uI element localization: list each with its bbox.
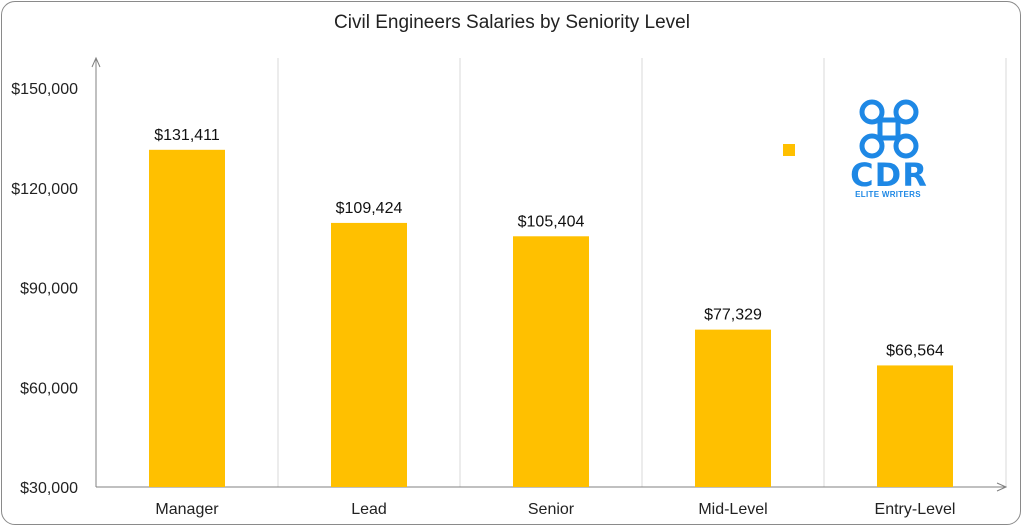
data-label: $105,404: [518, 213, 585, 230]
category-label: Manager: [155, 501, 219, 518]
bar-entry-level: [877, 365, 953, 487]
bar-senior: [513, 236, 589, 487]
category-label: Lead: [351, 501, 387, 518]
logo-center: [877, 117, 901, 141]
y-tick-label: $30,000: [20, 480, 78, 497]
category-label: Mid-Level: [698, 501, 767, 518]
logo-text: CDR: [850, 156, 928, 194]
logo-loop: [859, 133, 885, 159]
legend-marker: [783, 144, 795, 156]
bar-mid-level: [695, 329, 771, 487]
data-label: $131,411: [154, 127, 220, 144]
y-axis-arrow: [91, 56, 101, 68]
data-label: $109,424: [336, 200, 403, 217]
logo-loop: [893, 99, 919, 125]
chart-title: Civil Engineers Salaries by Seniority Le…: [334, 12, 690, 33]
bar-lead: [331, 222, 407, 487]
category-label: Entry-Level: [875, 501, 956, 518]
bar-manager: [149, 149, 225, 488]
data-label: $66,564: [886, 342, 944, 359]
y-tick-label: $60,000: [20, 380, 78, 397]
cdr-logo-icon: [859, 99, 919, 159]
logo-subtext: ELITE WRITERS: [855, 190, 921, 199]
category-label: Senior: [528, 501, 575, 518]
x-axis-arrow: [996, 482, 1008, 492]
y-tick-label: $120,000: [11, 181, 78, 198]
y-tick-label: $150,000: [11, 81, 78, 98]
data-label: $77,329: [704, 307, 762, 324]
logo-loop: [859, 99, 885, 125]
y-tick-label: $90,000: [20, 281, 78, 298]
logo-loop: [893, 133, 919, 159]
